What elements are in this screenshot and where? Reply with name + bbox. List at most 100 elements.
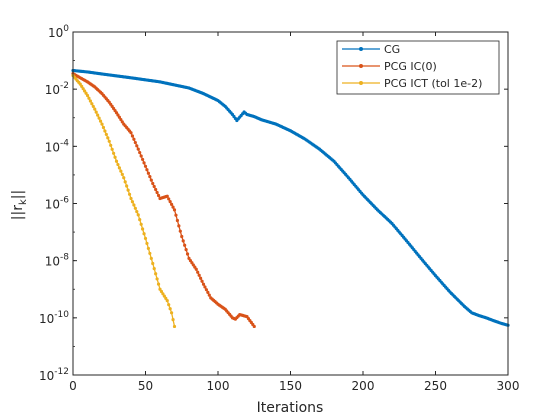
data-point bbox=[146, 246, 150, 251]
data-point bbox=[138, 150, 142, 155]
data-point bbox=[181, 239, 185, 243]
legend-marker bbox=[359, 64, 363, 68]
data-point bbox=[170, 311, 174, 315]
legend-label: PCG IC(0) bbox=[384, 60, 437, 73]
data-point bbox=[133, 206, 137, 210]
legend-marker bbox=[359, 47, 363, 51]
legend-label: CG bbox=[384, 43, 400, 56]
data-point bbox=[170, 202, 174, 206]
data-point bbox=[135, 209, 139, 214]
y-tick-label-base: 10 bbox=[45, 140, 60, 154]
data-point bbox=[125, 184, 129, 188]
data-point bbox=[98, 119, 103, 123]
x-tick-label: 100 bbox=[207, 379, 230, 393]
data-point bbox=[106, 136, 110, 140]
data-point bbox=[148, 251, 152, 256]
data-point bbox=[203, 285, 207, 289]
data-point bbox=[117, 166, 121, 170]
series-0 bbox=[71, 68, 510, 327]
data-point bbox=[165, 299, 169, 303]
data-point bbox=[120, 172, 124, 177]
plot-layer bbox=[71, 68, 510, 329]
data-point bbox=[143, 236, 148, 241]
data-point bbox=[200, 279, 204, 283]
data-point bbox=[132, 137, 136, 141]
data-point bbox=[138, 217, 142, 222]
data-point bbox=[80, 84, 84, 89]
data-point bbox=[141, 157, 145, 162]
x-axis-label: Iterations bbox=[257, 400, 324, 416]
data-point bbox=[142, 232, 146, 236]
y-tick-label: 100 bbox=[48, 24, 69, 40]
y-tick-label-base: 10 bbox=[45, 255, 60, 269]
data-point bbox=[120, 120, 124, 124]
data-point bbox=[252, 324, 256, 329]
data-point bbox=[91, 104, 95, 109]
data-point bbox=[129, 196, 133, 201]
data-point bbox=[145, 168, 149, 172]
data-point bbox=[171, 318, 175, 322]
data-point bbox=[164, 296, 168, 300]
data-point bbox=[171, 205, 175, 209]
y-axis-label-main: ||r bbox=[10, 205, 26, 220]
data-point bbox=[145, 241, 149, 246]
legend-box bbox=[336, 40, 500, 95]
data-point bbox=[107, 139, 111, 143]
data-point bbox=[143, 164, 148, 168]
data-point bbox=[139, 222, 143, 226]
data-point bbox=[165, 194, 169, 198]
data-point bbox=[130, 200, 135, 204]
data-point bbox=[117, 115, 121, 119]
data-point bbox=[101, 125, 106, 130]
data-point bbox=[136, 147, 140, 151]
data-point bbox=[148, 175, 152, 179]
data-point bbox=[183, 243, 187, 247]
data-point bbox=[109, 143, 113, 147]
legend: CG PCG IC(0) PCG ICT (tol 1e-2) bbox=[336, 40, 500, 95]
data-point bbox=[133, 140, 137, 145]
data-point bbox=[142, 161, 146, 165]
data-point bbox=[93, 107, 97, 111]
data-point bbox=[123, 180, 127, 184]
data-point bbox=[97, 116, 101, 120]
data-point bbox=[104, 132, 108, 137]
y-tick-label-base: 10 bbox=[39, 312, 54, 326]
data-point bbox=[96, 113, 100, 117]
y-axis-label-subscript: k bbox=[18, 199, 29, 205]
y-tick-label-exponent: -8 bbox=[60, 253, 69, 263]
x-tick-label: 300 bbox=[497, 379, 520, 393]
data-point bbox=[185, 252, 190, 256]
data-point bbox=[119, 117, 123, 122]
data-point bbox=[156, 193, 161, 198]
data-point bbox=[194, 267, 198, 271]
data-point bbox=[85, 93, 90, 98]
y-tick-label-exponent: -10 bbox=[54, 310, 69, 320]
data-point bbox=[84, 91, 88, 95]
data-point bbox=[174, 213, 178, 217]
data-point bbox=[122, 176, 126, 180]
data-point bbox=[201, 282, 206, 286]
data-point bbox=[81, 87, 85, 91]
data-point bbox=[114, 111, 119, 115]
data-point bbox=[78, 82, 82, 86]
data-point bbox=[87, 96, 91, 100]
y-tick-label: 10-12 bbox=[39, 367, 69, 383]
legend-marker bbox=[359, 81, 363, 85]
data-point bbox=[94, 110, 98, 114]
data-point bbox=[162, 294, 166, 298]
data-point bbox=[152, 267, 156, 271]
data-point bbox=[136, 213, 140, 217]
data-point bbox=[149, 256, 153, 261]
data-point bbox=[161, 292, 165, 296]
data-point bbox=[175, 218, 179, 223]
data-point bbox=[113, 155, 117, 159]
x-ticks: 0 50 100 150 200 250 300 bbox=[69, 32, 519, 393]
data-point bbox=[126, 188, 130, 192]
data-point bbox=[155, 190, 159, 195]
data-point bbox=[154, 187, 158, 192]
data-point bbox=[172, 324, 177, 329]
data-point bbox=[112, 151, 116, 155]
y-tick-label-exponent: -12 bbox=[54, 367, 69, 377]
y-tick-label: 10-8 bbox=[45, 253, 70, 269]
